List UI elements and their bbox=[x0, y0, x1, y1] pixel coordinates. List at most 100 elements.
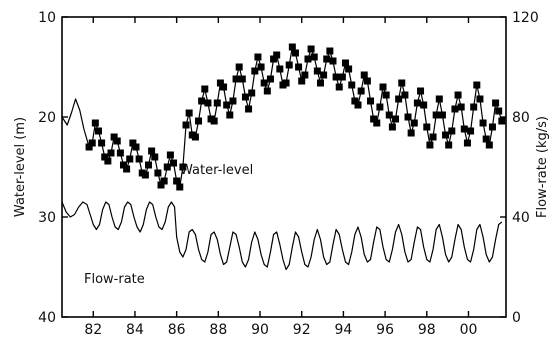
x-tick-label: 82 bbox=[84, 322, 102, 338]
water-level-point bbox=[348, 81, 356, 89]
water-level-point bbox=[345, 65, 353, 73]
water-level-point bbox=[163, 163, 171, 171]
water-level-point bbox=[154, 169, 162, 177]
water-level-point bbox=[463, 139, 471, 147]
water-level-point bbox=[266, 75, 274, 83]
left-y-tick-label: 10 bbox=[38, 10, 56, 26]
water-level-point bbox=[282, 79, 290, 87]
water-level-point bbox=[398, 79, 406, 87]
water-level-point bbox=[451, 105, 459, 113]
water-level-point bbox=[104, 157, 112, 165]
water-level-point bbox=[479, 119, 487, 127]
water-level-point bbox=[323, 55, 331, 63]
x-tick-label: 86 bbox=[168, 322, 186, 338]
water-level-point bbox=[341, 59, 349, 67]
water-level-point bbox=[198, 97, 206, 105]
x-tick-label: 92 bbox=[293, 322, 311, 338]
water-level-point bbox=[270, 55, 278, 63]
water-level-point bbox=[373, 119, 381, 127]
flow-rate-line bbox=[61, 201, 503, 271]
water-level-point bbox=[176, 183, 184, 191]
x-tick-label: 00 bbox=[460, 322, 478, 338]
water-level-point bbox=[310, 53, 318, 61]
water-level-point bbox=[151, 153, 159, 161]
water-level-point bbox=[492, 99, 500, 107]
water-level-point bbox=[438, 111, 446, 119]
water-level-point bbox=[320, 71, 328, 79]
water-level-point bbox=[488, 123, 496, 131]
water-level-point bbox=[476, 95, 484, 103]
water-level-point bbox=[141, 171, 149, 179]
water-level-point bbox=[291, 49, 299, 57]
water-level-point bbox=[498, 117, 506, 125]
water-level-point bbox=[85, 143, 93, 151]
axis-layer: 82 84 86 88 90 92 94 96 98 00 10 20 30 40 0 40 80 120 bbox=[38, 10, 539, 338]
water-level-point bbox=[170, 159, 178, 167]
water-level-point bbox=[160, 177, 168, 185]
water-level-point bbox=[442, 131, 450, 139]
water-level-point bbox=[260, 79, 268, 87]
water-level-point bbox=[329, 57, 337, 65]
water-level-point bbox=[298, 77, 306, 85]
left-y-tick-label: 40 bbox=[38, 310, 56, 326]
water-level-point bbox=[429, 133, 437, 141]
water-level-point bbox=[213, 99, 221, 107]
water-level-point bbox=[88, 139, 96, 147]
water-level-point bbox=[135, 155, 143, 163]
water-level-point bbox=[201, 85, 209, 93]
water-level-point bbox=[273, 51, 281, 59]
plot-frame bbox=[61, 16, 507, 318]
water-level-point bbox=[316, 79, 324, 87]
water-level-point bbox=[173, 177, 181, 185]
water-level-point bbox=[113, 137, 121, 145]
left-y-tick-label: 20 bbox=[38, 110, 56, 126]
water-level-point bbox=[132, 143, 140, 151]
water-level-point bbox=[116, 149, 124, 157]
water-level-point bbox=[98, 139, 106, 147]
water-level-point bbox=[376, 103, 384, 111]
water-level-point bbox=[301, 71, 309, 79]
water-level-point bbox=[370, 115, 378, 123]
water-level-point bbox=[382, 91, 390, 99]
right-y-tick-label: 80 bbox=[512, 110, 530, 126]
x-tick-label: 98 bbox=[418, 322, 436, 338]
water-level-point bbox=[460, 125, 468, 133]
water-level-point bbox=[251, 67, 259, 75]
water-level-point bbox=[401, 91, 409, 99]
water-level-point bbox=[182, 121, 190, 129]
water-level-point bbox=[195, 117, 203, 125]
water-level-point bbox=[367, 97, 375, 105]
series-layer bbox=[61, 43, 506, 271]
water-level-point bbox=[354, 101, 362, 109]
water-level-point bbox=[179, 163, 187, 171]
water-level-point bbox=[332, 73, 340, 81]
water-level-point bbox=[263, 87, 271, 95]
water-level-point bbox=[388, 123, 396, 131]
x-tick-label: 96 bbox=[376, 322, 394, 338]
water-level-point bbox=[445, 141, 453, 149]
water-level-point bbox=[357, 87, 365, 95]
water-level-point bbox=[379, 83, 387, 91]
water-level-point bbox=[410, 119, 418, 127]
water-level-point bbox=[335, 83, 343, 91]
water-level-point bbox=[110, 133, 118, 141]
water-level-point bbox=[145, 161, 153, 169]
water-level-point bbox=[395, 95, 403, 103]
water-level-point bbox=[257, 63, 265, 71]
water-level-point bbox=[448, 127, 456, 135]
water-level-point bbox=[191, 133, 199, 141]
x-tick-label: 88 bbox=[209, 322, 227, 338]
left-y-tick-label: 30 bbox=[38, 210, 56, 226]
water-level-point bbox=[216, 79, 224, 87]
water-level-point bbox=[148, 147, 156, 155]
water-level-point bbox=[94, 127, 102, 135]
water-level-point bbox=[485, 141, 493, 149]
water-level-point bbox=[226, 111, 234, 119]
water-level-point bbox=[423, 123, 431, 131]
water-level-point bbox=[473, 81, 481, 89]
right-axis-title: Flow-rate (kg/s) bbox=[535, 116, 550, 218]
water-level-point bbox=[166, 151, 174, 159]
flow-rate-annotation: Flow-rate bbox=[84, 272, 145, 287]
water-level-point bbox=[435, 95, 443, 103]
water-level-point bbox=[276, 65, 284, 73]
